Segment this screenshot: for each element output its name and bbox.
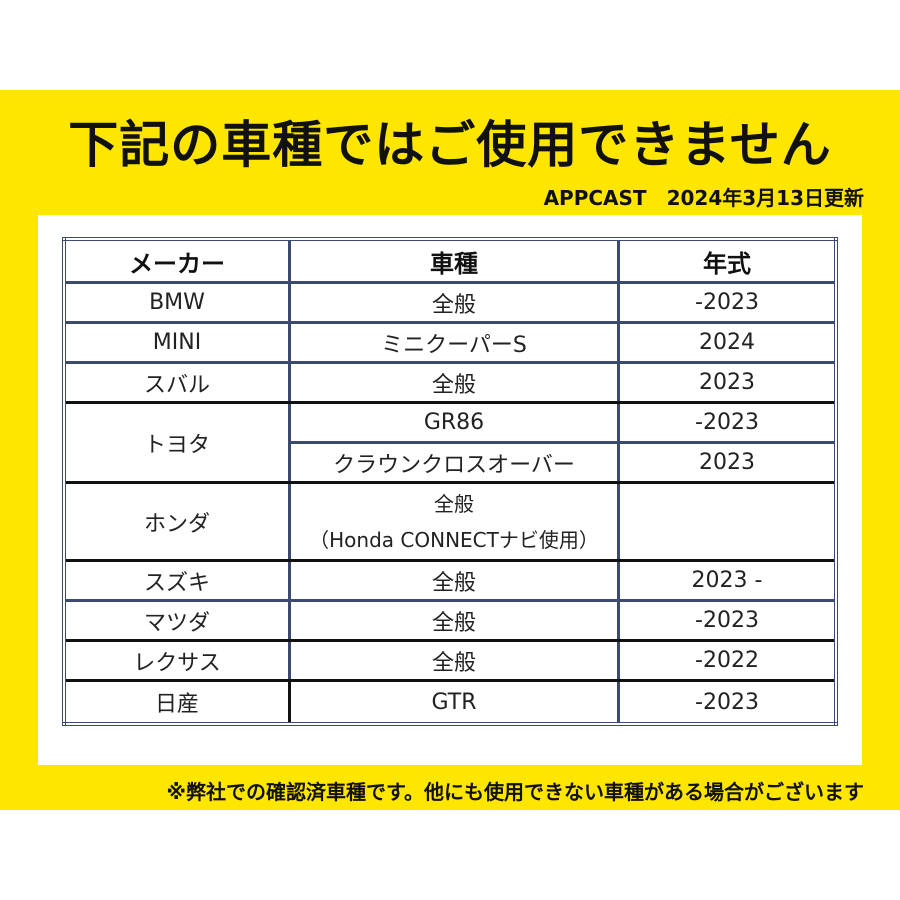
- table-row: クラウンクロスオーバー 2023: [64, 441, 838, 484]
- table-row: MINI ミニクーパーS 2024: [62, 321, 838, 364]
- header-model: 車種: [288, 237, 620, 284]
- maker-cell: 日産: [62, 679, 291, 726]
- model-cell: GR86: [288, 401, 620, 443]
- model-cell: 全般: [288, 361, 620, 404]
- year-cell: 2023 -: [617, 559, 838, 602]
- year-cell: -2023: [617, 401, 838, 443]
- maker-cell: BMW: [62, 281, 291, 324]
- maker-cell: MINI: [62, 321, 291, 364]
- model-cell: 全般: [288, 559, 620, 602]
- year-cell: -2023: [617, 679, 838, 726]
- table-row: ホンダ 全般 （Honda CONNECTナビ使用）: [62, 481, 838, 562]
- year-cell: -2022: [617, 639, 838, 682]
- table-row: レクサス 全般 -2022: [62, 639, 838, 682]
- model-cell: 全般: [288, 599, 620, 642]
- model-note: （Honda CONNECTナビ使用）: [309, 527, 599, 552]
- year-cell: 2024: [617, 321, 838, 364]
- update-info: APPCAST 2024年3月13日更新: [543, 186, 864, 210]
- table-header: メーカー 車種 年式: [62, 237, 838, 284]
- model-name: 全般: [434, 491, 474, 516]
- table-row: トヨタ GR86 -2023: [62, 401, 838, 484]
- table-row: スバル 全般 2023: [62, 361, 838, 404]
- maker-cell: ホンダ: [62, 481, 291, 562]
- model-cell: ミニクーパーS: [288, 321, 620, 364]
- maker-cell: スズキ: [62, 559, 291, 602]
- model-cell: 全般 （Honda CONNECTナビ使用）: [288, 481, 620, 562]
- table-row: マツダ 全般 -2023: [62, 599, 838, 642]
- footnote: ※弊社での確認済車種です。他にも使用できない車種がある場合がございます: [166, 780, 864, 804]
- model-cell: クラウンクロスオーバー: [288, 441, 620, 484]
- model-cell: 全般: [288, 639, 620, 682]
- table-row: BMW 全般 -2023: [62, 281, 838, 324]
- header-year: 年式: [617, 237, 838, 284]
- maker-cell: トヨタ: [62, 401, 291, 484]
- year-cell: [617, 481, 838, 562]
- page-title: 下記の車種ではご使用できません: [68, 116, 832, 174]
- table-panel: メーカー 車種 年式 BMW 全般 -2023 MINI ミニクーパーS 202…: [38, 215, 862, 765]
- year-cell: 2023: [617, 361, 838, 404]
- year-cell: -2023: [617, 599, 838, 642]
- model-cell: GTR: [288, 679, 620, 726]
- year-cell: 2023: [617, 441, 838, 484]
- maker-cell: レクサス: [62, 639, 291, 682]
- table-row: スズキ 全般 2023 -: [62, 559, 838, 602]
- maker-cell: スバル: [62, 361, 291, 404]
- header-maker: メーカー: [62, 237, 291, 284]
- year-cell: -2023: [617, 281, 838, 324]
- model-cell: 全般: [288, 281, 620, 324]
- table-row: 日産 GTR -2023: [62, 679, 838, 726]
- incompatible-vehicles-table: メーカー 車種 年式 BMW 全般 -2023 MINI ミニクーパーS 202…: [62, 237, 838, 726]
- maker-cell: マツダ: [62, 599, 291, 642]
